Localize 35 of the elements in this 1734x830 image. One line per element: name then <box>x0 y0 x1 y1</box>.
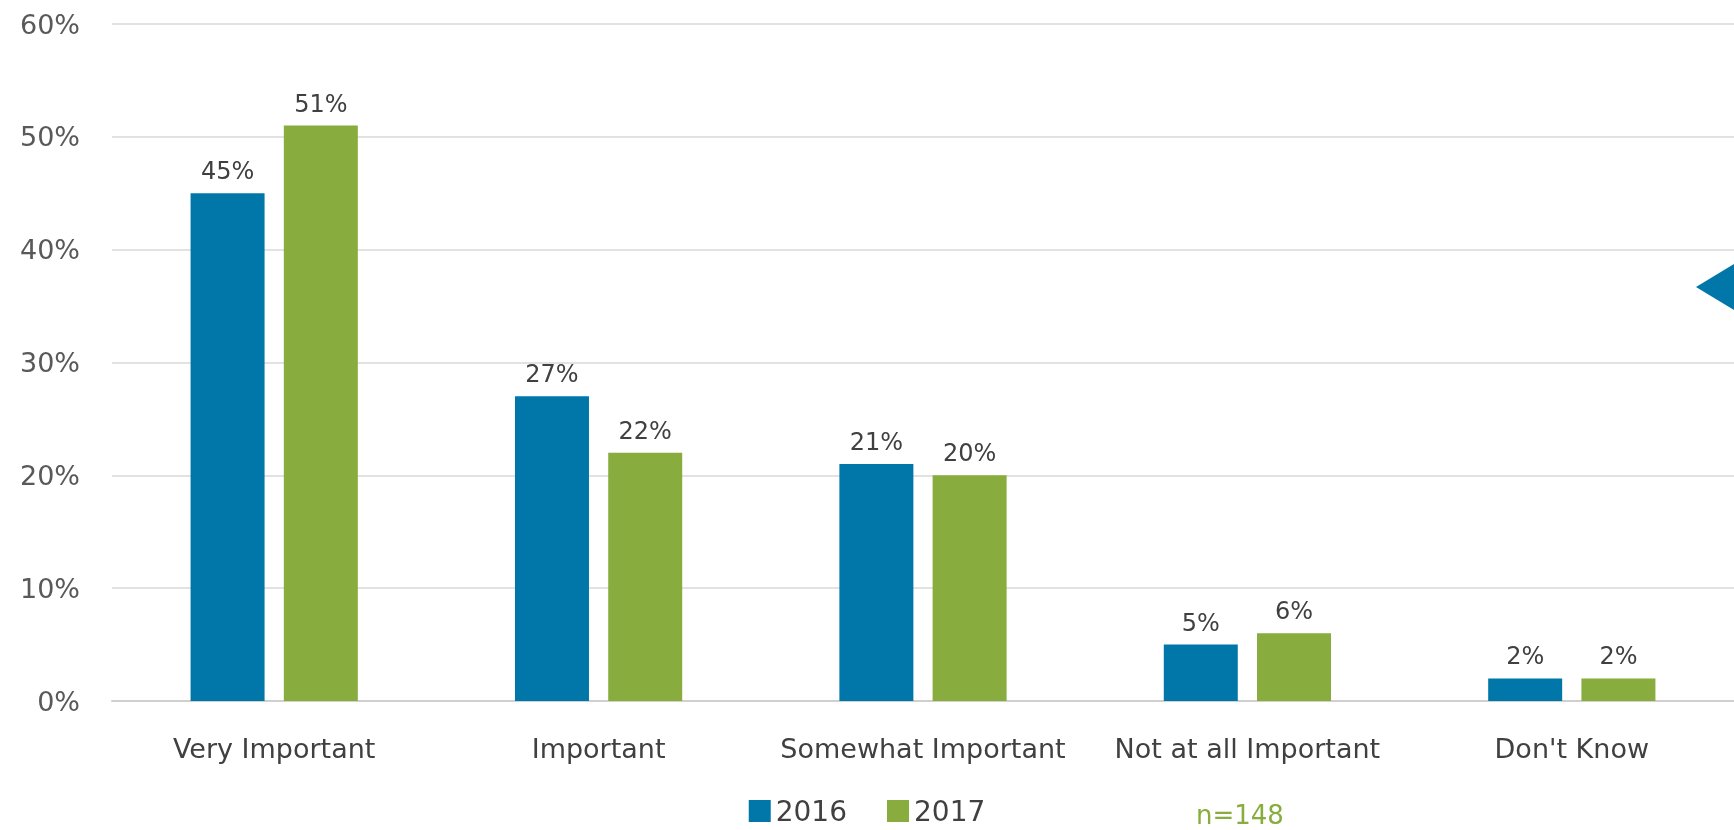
y-tick-label: 0% <box>37 685 80 717</box>
data-label: 45% <box>200 157 255 186</box>
legend-label: 2017 <box>914 794 986 828</box>
data-label: 21% <box>849 428 904 457</box>
y-tick-label: 60% <box>19 8 80 40</box>
data-label: 51% <box>294 89 348 118</box>
data-label: 2% <box>1599 642 1638 671</box>
bar <box>1163 644 1238 701</box>
x-tick-label: Important <box>531 733 666 764</box>
x-tick-label: Don't Know <box>1494 733 1650 764</box>
text: n=148 <box>1196 800 1284 830</box>
bar <box>1257 633 1332 701</box>
bar <box>932 475 1007 701</box>
data-label: 2% <box>1506 642 1545 671</box>
legend-label: 2016 <box>775 794 848 828</box>
x-tick-label: Not at all Important <box>1114 733 1381 764</box>
bar <box>608 452 683 701</box>
y-tick-label: 30% <box>19 347 80 378</box>
y-tick-label: 40% <box>19 234 80 266</box>
data-label: 27% <box>525 360 579 389</box>
y-tick-label: 20% <box>19 459 80 491</box>
bar <box>283 125 358 701</box>
bar <box>1581 678 1656 701</box>
bar <box>839 464 914 701</box>
y-tick-label: 10% <box>19 572 80 604</box>
bar <box>190 193 265 701</box>
data-label: 6% <box>1274 597 1314 626</box>
y-tick-label: 50% <box>19 121 80 153</box>
data-label: 5% <box>1181 608 1220 637</box>
bar <box>514 396 589 701</box>
x-tick-label: Somewhat Important <box>780 733 1066 764</box>
data-label: 22% <box>618 416 672 445</box>
x-tick-label: Very Important <box>172 733 376 764</box>
data-label: 20% <box>942 439 997 468</box>
bar <box>1488 678 1563 701</box>
